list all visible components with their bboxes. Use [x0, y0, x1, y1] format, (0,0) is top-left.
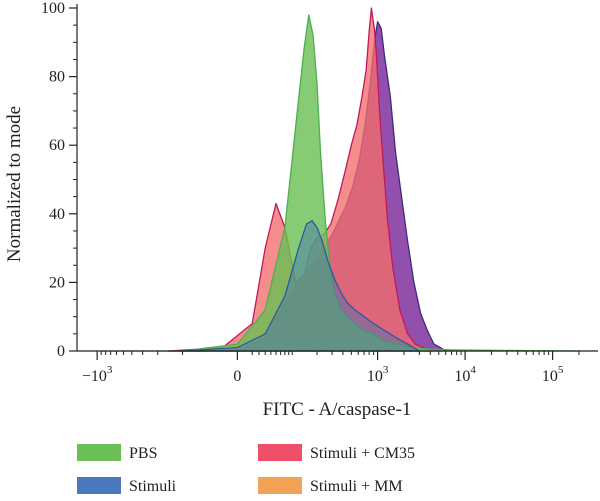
- axis-frame: [76, 4, 598, 352]
- legend-swatch: [77, 444, 121, 461]
- x-axis-title: FITC - A/caspase-1: [263, 399, 412, 420]
- y-tick-label: 20: [49, 274, 65, 291]
- y-tick-label: 0: [57, 343, 65, 360]
- y-tick-label: 80: [49, 69, 65, 86]
- legend: PBS Stimuli + CM35 Stimuli Stimuli + MM: [77, 444, 415, 495]
- x-axis-ticks: −103 0 103 104 105: [82, 351, 564, 385]
- series-layer: [100, 7, 580, 352]
- y-tick-label: 40: [49, 206, 65, 223]
- x-tick-label: 103: [367, 364, 389, 385]
- legend-swatch: [258, 477, 302, 494]
- legend-label: Stimuli: [129, 478, 177, 495]
- legend-label: Stimuli + CM35: [310, 445, 415, 462]
- x-tick-label: 104: [454, 364, 476, 385]
- legend-swatch: [258, 444, 302, 461]
- x-tick-label: −103: [82, 364, 113, 385]
- x-tick-label: 105: [542, 364, 564, 385]
- x-tick-label: 0: [233, 368, 241, 385]
- series-area-2: [100, 14, 580, 352]
- y-tick-label: 60: [49, 137, 65, 154]
- y-tick-label: 100: [41, 0, 65, 17]
- series-area-3: [181, 220, 420, 352]
- legend-label: Stimuli + MM: [310, 478, 403, 495]
- legend-label: PBS: [129, 445, 157, 462]
- legend-swatch: [77, 477, 121, 494]
- y-axis-title: Normalized to mode: [4, 106, 25, 262]
- plot-area: −103 0 103 104 105 0 20 40 60 80 100: [41, 0, 598, 385]
- y-axis-ticks: 0 20 40 60 80 100: [41, 0, 77, 360]
